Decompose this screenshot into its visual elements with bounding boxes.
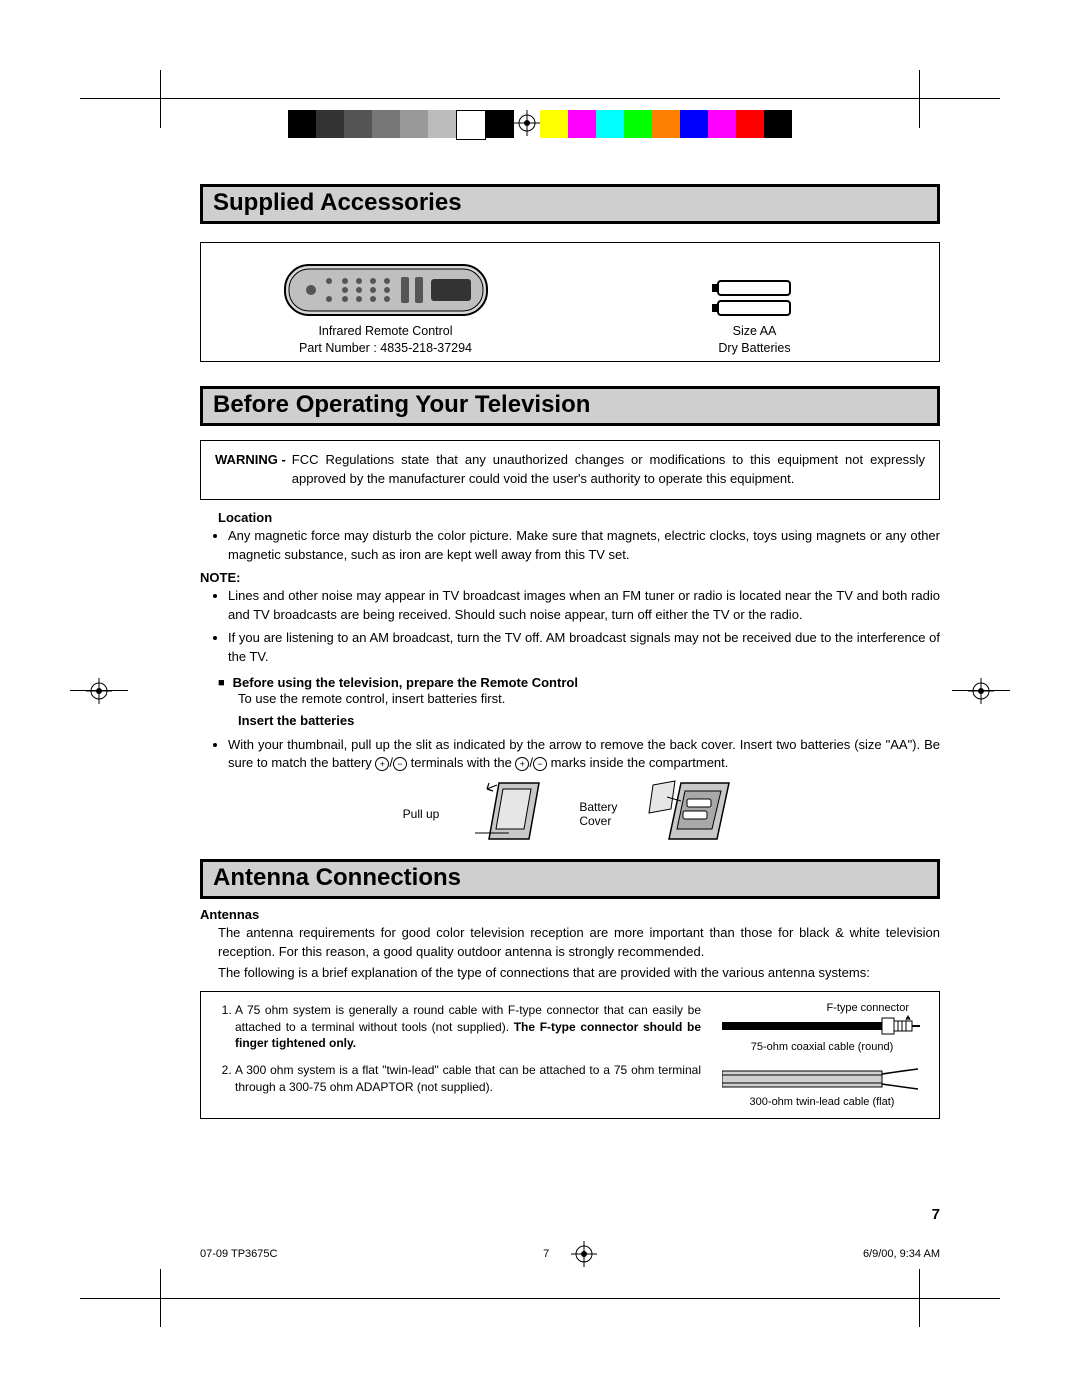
antenna-item-1: A 75 ohm system is generally a round cab… (235, 1002, 701, 1052)
accessories-box: Infrared Remote Control Part Number : 48… (200, 242, 940, 362)
page-content: Supplied Accessories (200, 170, 940, 1217)
insert-bullet: With your thumbnail, pull up the slit as… (228, 736, 940, 774)
f-type-label: F-type connector (717, 1002, 927, 1014)
section-heading-antenna: Antenna Connections (200, 859, 940, 899)
crop-marks-left (70, 0, 130, 1397)
antenna-diagrams: F-type connector 75-ohm coaxial cable (r… (717, 1002, 927, 1108)
warning-text: FCC Regulations state that any unauthori… (292, 451, 925, 489)
prepare-heading-text: Before using the television, prepare the… (233, 675, 578, 690)
crop-marks-bottom (0, 1267, 1080, 1327)
coax-diagram: F-type connector 75-ohm coaxial cable (r… (717, 1002, 927, 1053)
printers-color-bar (0, 110, 1080, 140)
page-number: 7 (932, 1206, 940, 1223)
antenna-para-1: The antenna requirements for good color … (218, 924, 940, 962)
footer-center: 7 (543, 1248, 549, 1260)
imposition-footer: 07-09 TP3675C 7 6/9/00, 9:34 AM (200, 1241, 940, 1267)
accessory-remote: Infrared Remote Control Part Number : 48… (201, 243, 570, 361)
antenna-details-box: A 75 ohm system is generally a round cab… (200, 991, 940, 1119)
location-heading: Location (218, 510, 940, 525)
antenna-para-2: The following is a brief explanation of … (218, 964, 940, 983)
registration-mark-icon (86, 678, 112, 704)
batteries-icon (710, 275, 800, 321)
note-heading: NOTE: (200, 570, 940, 585)
batteries-label-1: Size AA (733, 324, 777, 338)
insert-list: With your thumbnail, pull up the slit as… (200, 736, 940, 774)
footer-right: 6/9/00, 9:34 AM (863, 1248, 940, 1260)
registration-mark-icon (514, 110, 540, 136)
battery-cover-label: Battery Cover (579, 800, 617, 828)
twinlead-label: 300-ohm twin-lead cable (flat) (717, 1096, 927, 1108)
note-list: Lines and other noise may appear in TV b… (200, 587, 940, 666)
antenna-list: A 75 ohm system is generally a round cab… (213, 1002, 701, 1108)
crop-marks-right (950, 0, 1010, 1397)
manual-page: Supplied Accessories (0, 0, 1080, 1397)
footer-left: 07-09 TP3675C (200, 1248, 277, 1260)
antennas-heading: Antennas (200, 907, 940, 922)
batteries-label-2: Dry Batteries (718, 341, 790, 355)
prepare-heading: ■ Before using the television, prepare t… (218, 675, 940, 690)
insert-heading: Insert the batteries (238, 713, 940, 728)
battery-insertion-diagram: Pull up Battery Cover (200, 779, 940, 849)
location-list: Any magnetic force may disturb the color… (200, 527, 940, 565)
coax-label: 75-ohm coaxial cable (round) (717, 1041, 927, 1053)
remote-back-batteries-icon (647, 779, 737, 849)
remote-label-1: Infrared Remote Control (318, 324, 452, 338)
note-bullet-2: If you are listening to an AM broadcast,… (228, 629, 940, 667)
location-bullet: Any magnetic force may disturb the color… (228, 527, 940, 565)
twinlead-diagram: 300-ohm twin-lead cable (flat) (717, 1067, 927, 1108)
pull-up-label: Pull up (403, 807, 440, 821)
note-bullet-1: Lines and other noise may appear in TV b… (228, 587, 940, 625)
remote-control-icon (281, 259, 491, 321)
accessory-batteries: Size AA Dry Batteries (570, 243, 939, 361)
remote-label-2: Part Number : 4835-218-37294 (299, 341, 472, 355)
registration-mark-icon (968, 678, 994, 704)
warning-box: WARNING - FCC Regulations state that any… (200, 440, 940, 500)
section-heading-supplied: Supplied Accessories (200, 184, 940, 224)
warning-label: WARNING - (215, 451, 286, 489)
antenna-item-2: A 300 ohm system is a flat "twin-lead" c… (235, 1062, 701, 1096)
registration-mark-icon (571, 1241, 597, 1267)
prepare-text: To use the remote control, insert batter… (238, 690, 940, 709)
remote-back-open-icon (469, 779, 549, 849)
section-heading-before: Before Operating Your Television (200, 386, 940, 426)
